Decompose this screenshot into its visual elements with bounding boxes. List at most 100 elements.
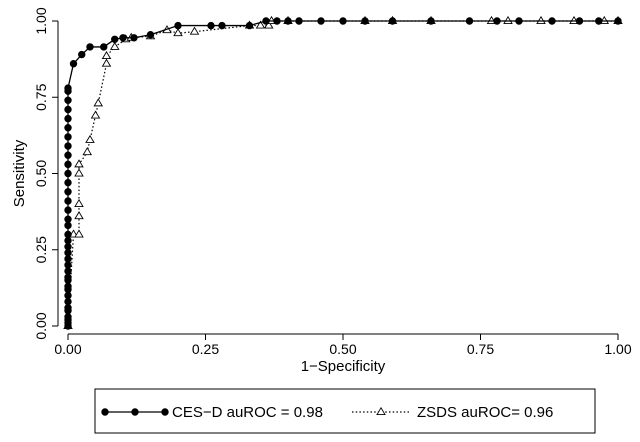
data-point — [536, 15, 546, 24]
data-point — [109, 41, 120, 50]
data-point — [64, 215, 72, 223]
data-point — [548, 17, 556, 25]
data-point — [317, 17, 325, 25]
data-point — [64, 84, 72, 92]
data-point — [64, 160, 72, 169]
data-point — [218, 21, 226, 30]
legend-marker-cesd — [131, 408, 139, 416]
data-point — [64, 297, 72, 306]
plot-area — [63, 15, 623, 330]
legend-label-zsds: ZSDS auROC= 0.96 — [417, 404, 553, 421]
series-cesd — [64, 17, 622, 330]
data-point — [245, 21, 254, 30]
data-point — [74, 168, 84, 177]
data-point — [263, 20, 274, 29]
data-point — [388, 17, 397, 25]
data-point — [64, 273, 72, 281]
data-point — [262, 17, 270, 25]
data-point — [64, 133, 72, 141]
data-point — [74, 229, 84, 238]
data-point — [64, 114, 72, 123]
y-tick-label: 1.00 — [33, 7, 49, 34]
data-point — [255, 20, 266, 29]
y-tick-label: 0.25 — [33, 236, 49, 263]
data-point — [64, 304, 72, 312]
data-point — [64, 242, 72, 251]
data-point — [64, 261, 72, 269]
data-point — [64, 221, 72, 230]
data-point — [174, 21, 182, 30]
series-zsds — [63, 15, 623, 329]
x-tick-label: 1.00 — [604, 341, 631, 357]
y-tick-label: 0.50 — [33, 160, 49, 187]
data-point — [189, 26, 200, 35]
data-point — [146, 31, 155, 39]
legend-marker-cesd — [101, 408, 109, 416]
data-point — [74, 198, 84, 207]
x-tick-label: 0.75 — [467, 341, 494, 357]
data-point — [69, 60, 78, 68]
data-point — [74, 211, 84, 220]
x-tick-label: 0.50 — [329, 341, 356, 357]
data-point — [64, 169, 72, 178]
data-point — [101, 58, 112, 67]
data-point — [465, 17, 474, 25]
data-point — [614, 17, 622, 25]
data-point — [64, 206, 72, 214]
data-point — [595, 17, 603, 25]
data-point — [130, 34, 138, 42]
data-point — [78, 50, 86, 59]
data-point — [64, 105, 72, 114]
data-point — [361, 17, 369, 25]
legend-items: CES−D auROC = 0.98 ZSDS auROC= 0.96 — [101, 404, 553, 421]
data-point — [64, 230, 72, 239]
series-line — [67, 20, 618, 327]
data-point — [515, 17, 523, 25]
data-point — [90, 110, 101, 119]
series-line — [67, 20, 618, 326]
data-point — [85, 134, 95, 143]
data-point — [284, 17, 292, 25]
data-point — [64, 255, 72, 263]
data-point — [93, 98, 104, 107]
axes: 0.00 0.25 0.50 0.75 1.00 0.00 0.25 0.50 0.75 1.0… — [11, 7, 632, 375]
y-axis-title: Sensitivity — [11, 139, 28, 207]
x-axis-title: 1−Specificity — [301, 358, 386, 375]
data-point — [503, 15, 513, 24]
data-point — [100, 43, 108, 51]
data-point — [64, 291, 72, 300]
data-point — [173, 28, 183, 37]
data-point — [64, 282, 72, 291]
data-point — [273, 17, 281, 25]
y-tick-label: 0.75 — [33, 83, 49, 110]
data-point — [82, 147, 93, 156]
data-point — [295, 17, 303, 25]
data-point — [339, 17, 347, 25]
data-point — [207, 21, 215, 30]
data-point — [493, 17, 501, 25]
legend: CES−D auROC = 0.98 ZSDS auROC= 0.96 — [94, 388, 596, 434]
data-point — [119, 34, 127, 42]
data-point — [64, 267, 72, 275]
data-point — [111, 35, 119, 43]
data-point — [64, 197, 72, 205]
data-point — [101, 50, 112, 60]
data-point — [64, 142, 72, 150]
data-point — [74, 159, 84, 168]
data-point — [64, 188, 72, 196]
x-tick-label: 0.00 — [54, 341, 81, 357]
data-point — [427, 17, 435, 25]
x-tick-label: 0.25 — [192, 341, 219, 357]
data-point — [64, 178, 72, 187]
data-point — [64, 313, 72, 321]
legend-marker-zsds — [376, 406, 386, 415]
y-axis-ticks: 0.00 0.25 0.50 0.75 1.00 — [33, 7, 58, 340]
legend-box — [94, 388, 596, 434]
data-point — [64, 124, 72, 132]
data-point — [86, 43, 94, 51]
data-point — [64, 236, 72, 245]
y-tick-label: 0.00 — [33, 312, 49, 339]
data-point — [64, 96, 72, 104]
data-point — [575, 17, 584, 25]
